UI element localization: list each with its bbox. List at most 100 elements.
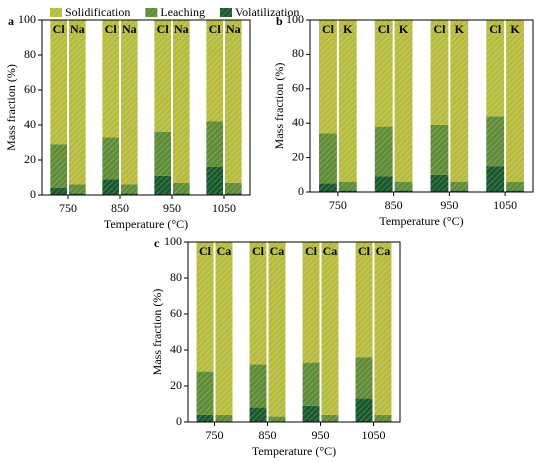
stack-label: Na bbox=[174, 22, 189, 36]
panel-label: b bbox=[276, 14, 283, 28]
x-axis-label: Temperature (°C) bbox=[379, 214, 463, 228]
y-tick-label: 20 bbox=[292, 149, 304, 163]
hatch bbox=[249, 242, 267, 365]
hatch bbox=[430, 20, 449, 125]
stack-label: Ca bbox=[217, 244, 232, 258]
stack-label: Cl bbox=[358, 244, 371, 258]
stack-label: Ca bbox=[376, 244, 391, 258]
x-tick-label: 950 bbox=[312, 428, 330, 442]
hatch bbox=[450, 20, 469, 182]
hatch bbox=[219, 8, 232, 17]
y-tick-label: 60 bbox=[292, 81, 304, 95]
y-tick-label: 60 bbox=[24, 82, 36, 96]
hatch bbox=[154, 20, 171, 132]
stack-label: Cl bbox=[199, 244, 212, 258]
hatch bbox=[173, 193, 190, 195]
hatch bbox=[374, 126, 393, 177]
hatch bbox=[50, 20, 67, 145]
y-tick-label: 100 bbox=[164, 234, 182, 248]
y-tick-label: 0 bbox=[298, 184, 304, 198]
x-tick-label: 950 bbox=[440, 198, 458, 212]
x-tick-label: 950 bbox=[163, 201, 181, 215]
y-tick-label: 0 bbox=[30, 187, 36, 201]
hatch bbox=[102, 20, 119, 138]
stack-label: Cl bbox=[105, 22, 118, 36]
y-tick-label: 40 bbox=[170, 342, 182, 356]
hatch bbox=[430, 174, 449, 192]
hatch bbox=[394, 20, 413, 182]
hatch bbox=[319, 183, 337, 192]
plot-frame bbox=[41, 19, 251, 196]
stack-label: Na bbox=[226, 22, 241, 36]
hatch bbox=[486, 166, 505, 192]
hatch bbox=[102, 137, 119, 180]
hatch bbox=[394, 190, 413, 192]
legend-label: Volatilization bbox=[235, 5, 299, 19]
hatch bbox=[355, 357, 373, 399]
hatch bbox=[302, 405, 320, 422]
hatch bbox=[225, 20, 242, 183]
stack-label: Cl bbox=[433, 22, 446, 36]
panel-label: a bbox=[8, 14, 14, 28]
y-tick-label: 60 bbox=[170, 306, 182, 320]
hatch bbox=[374, 414, 392, 422]
y-tick-label: 80 bbox=[170, 270, 182, 284]
x-tick-label: 750 bbox=[59, 201, 77, 215]
hatch bbox=[225, 182, 242, 194]
hatch bbox=[394, 181, 413, 191]
stack-label: Cl bbox=[322, 22, 335, 36]
hatch bbox=[355, 242, 373, 358]
hatch bbox=[506, 181, 524, 191]
hatch bbox=[355, 398, 373, 422]
hatch bbox=[173, 182, 190, 194]
stack-label: Na bbox=[70, 22, 85, 36]
hatch bbox=[215, 414, 233, 422]
stack-label: Cl bbox=[489, 22, 502, 36]
hatch bbox=[173, 20, 190, 183]
hatch bbox=[69, 184, 86, 194]
stack-label: Cl bbox=[378, 22, 391, 36]
hatch bbox=[374, 242, 392, 415]
hatch bbox=[154, 175, 171, 195]
hatch bbox=[302, 242, 320, 363]
y-tick-label: 80 bbox=[24, 47, 36, 61]
stack-label: K bbox=[455, 22, 465, 36]
y-tick-label: 20 bbox=[24, 152, 36, 166]
hatch bbox=[338, 181, 357, 191]
x-tick-label: 1050 bbox=[493, 198, 517, 212]
hatch bbox=[249, 407, 267, 422]
x-axis-label: Temperature (°C) bbox=[104, 217, 188, 231]
stack-label: K bbox=[399, 22, 409, 36]
legend-label: Leaching bbox=[160, 5, 205, 19]
y-tick-label: 40 bbox=[24, 117, 36, 131]
stack-label: Ca bbox=[323, 244, 338, 258]
stack-label: Cl bbox=[53, 22, 66, 36]
hatch bbox=[50, 188, 67, 195]
hatch bbox=[196, 371, 214, 415]
y-tick-label: 0 bbox=[176, 414, 182, 428]
y-tick-label: 40 bbox=[292, 115, 304, 129]
hatch bbox=[319, 133, 337, 184]
hatch bbox=[69, 20, 86, 185]
panel-label: c bbox=[154, 236, 160, 250]
hatch bbox=[69, 193, 86, 195]
hatch bbox=[121, 20, 138, 185]
hatch bbox=[206, 167, 223, 195]
hatch bbox=[121, 184, 138, 194]
x-tick-label: 850 bbox=[259, 428, 277, 442]
hatch bbox=[249, 364, 267, 408]
x-tick-label: 1050 bbox=[212, 201, 236, 215]
hatch bbox=[102, 179, 119, 195]
x-tick-label: 750 bbox=[206, 428, 224, 442]
stack-label: K bbox=[343, 22, 353, 36]
hatch bbox=[225, 193, 242, 195]
hatch bbox=[319, 20, 337, 134]
hatch bbox=[302, 362, 320, 406]
hatch bbox=[506, 20, 524, 182]
hatch bbox=[486, 116, 505, 167]
y-axis-label: Mass fraction (%) bbox=[272, 63, 286, 150]
stack-label: Ca bbox=[270, 244, 285, 258]
hatch bbox=[215, 242, 233, 415]
stack-label: Cl bbox=[252, 244, 265, 258]
x-tick-label: 850 bbox=[111, 201, 129, 215]
